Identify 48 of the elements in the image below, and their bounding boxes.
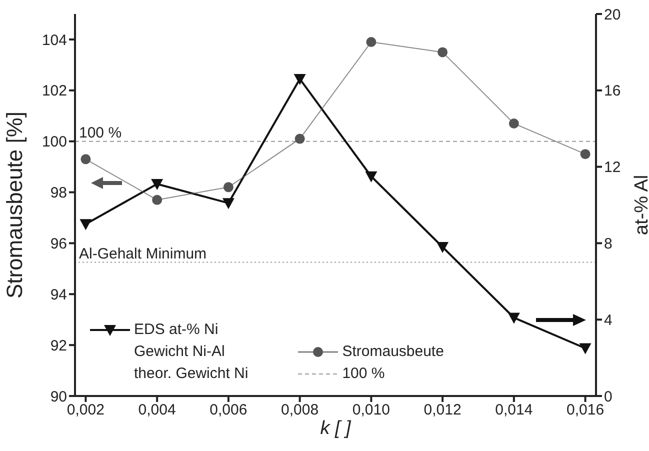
y-tick-label: 96: [50, 236, 67, 253]
point: [508, 312, 520, 324]
x-tick-label: 0,016: [566, 402, 604, 419]
x-tick-label: 0,004: [138, 402, 176, 419]
y2-tick-label: 20: [604, 6, 621, 24]
x-tick-label: 0,006: [210, 402, 248, 419]
y2-tick-label: 0: [604, 388, 612, 406]
legend-label: Stromausbeute: [341, 342, 444, 362]
y2-tick-label: 4: [604, 312, 612, 329]
point: [151, 178, 164, 190]
legend-label: EDS at-% Ni: [133, 320, 220, 340]
y-tick-label: 100: [42, 134, 67, 151]
point: [508, 118, 519, 129]
y-axis-title: Stromausbeute [%]: [2, 111, 27, 299]
x-tick-label: 0,010: [352, 402, 390, 419]
point: [366, 37, 376, 48]
point: [152, 194, 162, 205]
point: [294, 134, 305, 144]
point: [580, 149, 590, 160]
y2-tick-label: 8: [604, 236, 612, 253]
annotation: Gewicht Ni-Al: [134, 342, 226, 362]
point: [223, 182, 234, 192]
x-tick-label: 0,012: [424, 402, 462, 419]
x-tick-label: 0,014: [495, 402, 533, 419]
point: [294, 74, 306, 85]
y2-tick-label: 16: [604, 82, 621, 100]
point: [436, 242, 449, 254]
y-tick-label: 104: [42, 32, 67, 49]
point: [222, 198, 234, 210]
x-axis-title: k [ ]: [320, 418, 352, 439]
point: [579, 343, 592, 354]
y-tick-label: 98: [50, 184, 67, 202]
y-tick-label: 94: [50, 286, 67, 304]
point: [80, 154, 91, 164]
x-tick-label: 0,008: [281, 402, 319, 419]
y2-tick-label: 12: [604, 159, 621, 176]
text: 100 %: [342, 365, 385, 382]
ref-line-label: Al-Gehalt Minimum: [79, 245, 207, 262]
point: [80, 219, 92, 230]
ref-line-label: 100 %: [79, 124, 122, 142]
point: [365, 171, 378, 182]
point: [438, 47, 448, 58]
y-tick-label: 102: [42, 82, 67, 100]
x-tick-label: 0,002: [66, 402, 104, 419]
y-tick-label: 92: [50, 337, 67, 354]
annotation: theor. Gewicht Ni: [134, 364, 248, 384]
y-tick-label: 90: [50, 388, 67, 406]
y2-axis-title: at-% Al: [632, 174, 649, 236]
